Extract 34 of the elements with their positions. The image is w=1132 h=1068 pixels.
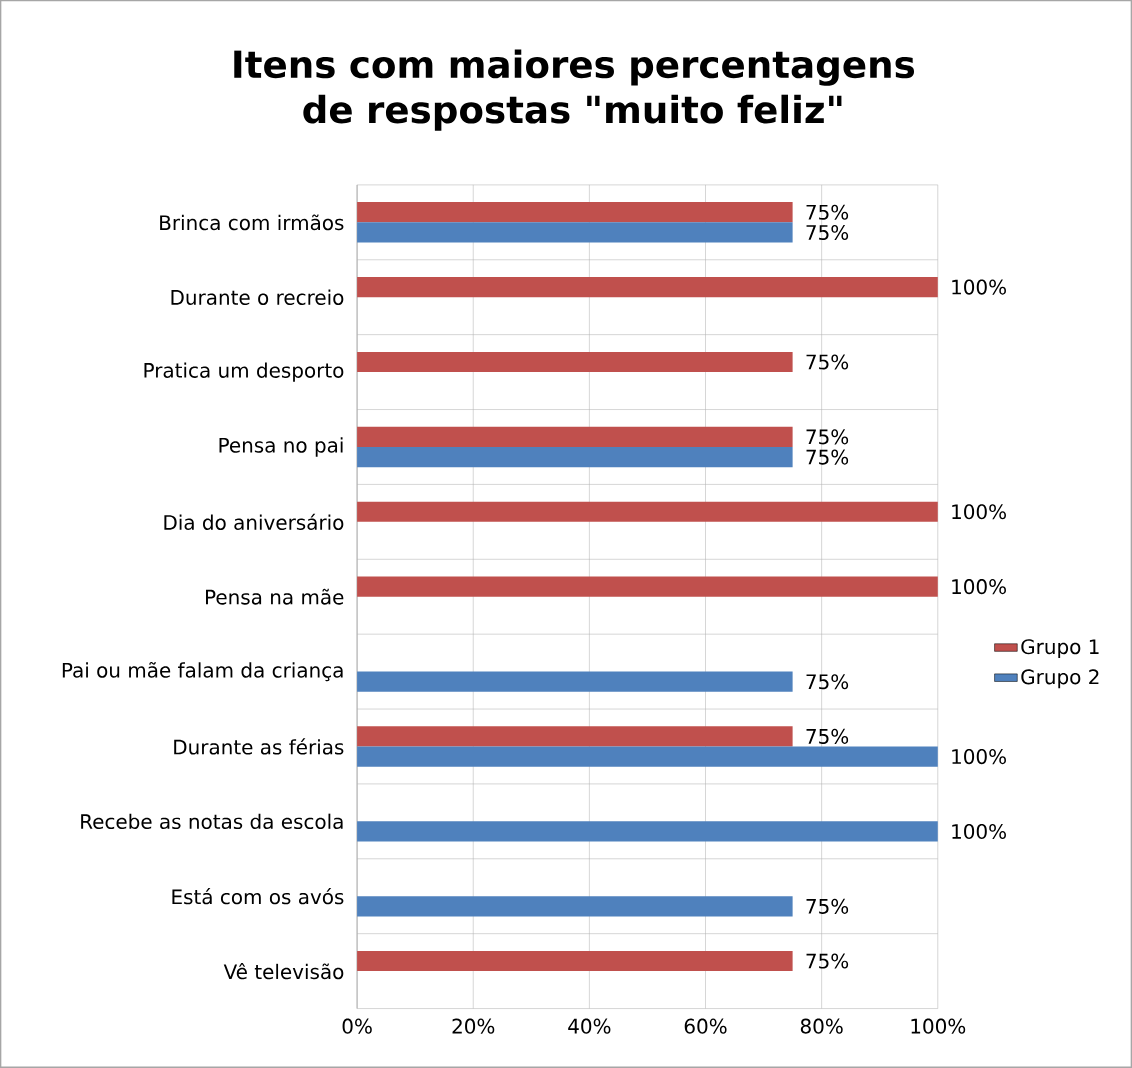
data-label: 100%: [952, 504, 1006, 520]
data-label: 75%: [806, 204, 849, 220]
y-tick-label: Durante as férias: [174, 738, 344, 755]
data-label: 75%: [806, 429, 849, 445]
data-label: 75%: [806, 728, 849, 744]
x-tick-label: 0%: [342, 1018, 372, 1034]
x-tick-label: 40%: [568, 1018, 611, 1034]
y-tick-label: Pensa na mãe: [206, 588, 344, 605]
x-tick-label: 100%: [911, 1018, 966, 1034]
data-label: 75%: [806, 898, 849, 914]
data-label: 100%: [952, 279, 1006, 295]
y-tick-label: Dia do aniversário: [164, 513, 344, 531]
data-label: 75%: [806, 449, 849, 465]
y-tick-label: Pai ou mãe falam da criança: [62, 661, 343, 682]
y-tick-label: Está com os avós: [172, 888, 344, 905]
data-label: 100%: [952, 823, 1006, 840]
legend-label: Grupo 1: [1021, 639, 1099, 659]
data-label: 100%: [952, 579, 1006, 595]
x-tick-label: 60%: [684, 1018, 727, 1034]
data-label: 75%: [806, 674, 849, 690]
y-tick-label: Pratica um desporto: [144, 362, 344, 382]
data-label: 100%: [952, 749, 1006, 765]
data-label: 75%: [806, 224, 849, 241]
y-tick-label: Brinca com irmãos: [160, 214, 344, 231]
data-label: 75%: [806, 953, 849, 969]
x-tick-label: 80%: [800, 1018, 843, 1034]
legend-label: Grupo 2: [1021, 669, 1099, 689]
y-tick-label: Pensa no pai: [219, 437, 343, 457]
data-label: 75%: [806, 354, 849, 370]
y-tick-label: Durante o recreio: [171, 289, 344, 305]
y-tick-label: Recebe as notas da escola: [81, 813, 343, 830]
y-tick-label: Vê televisão: [223, 963, 344, 980]
x-tick-label: 20%: [452, 1018, 495, 1034]
chart-title: Itens com maiores percentagens de respostas "muito feliz": [234, 49, 915, 131]
